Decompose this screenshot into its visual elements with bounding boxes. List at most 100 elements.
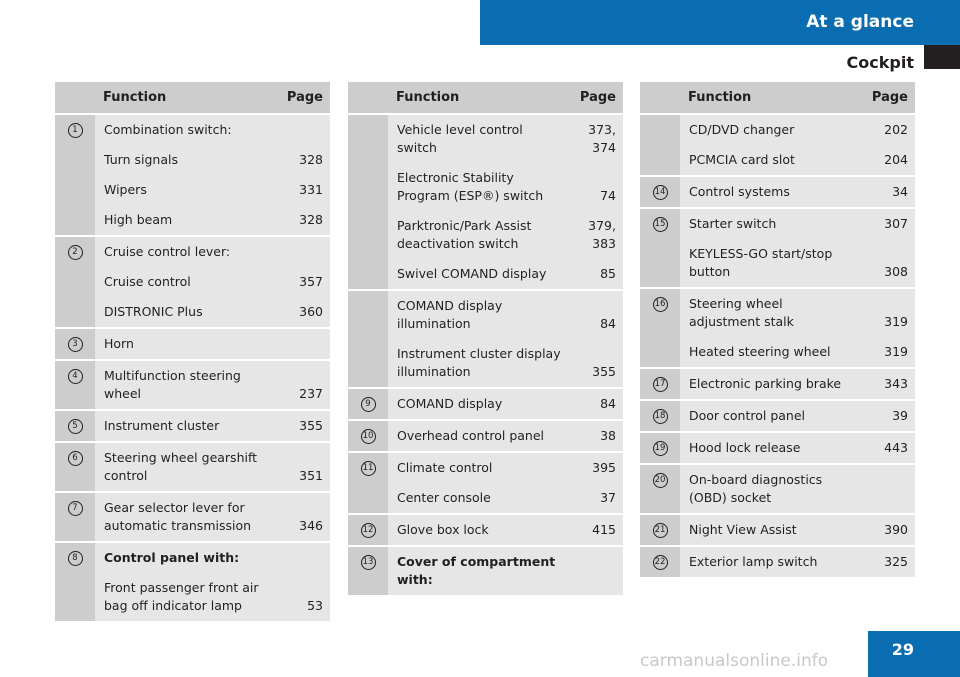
table-row: 17 Electronic parking brake 343 — [640, 367, 915, 400]
item-number-cell: 20 — [640, 463, 680, 514]
table-row: 3 Horn — [55, 327, 330, 360]
item-number-badge: 3 — [67, 337, 83, 352]
page-cell: 343 — [858, 367, 915, 400]
item-number-cell: 22 — [640, 545, 680, 577]
page-cell: 357 — [273, 267, 330, 297]
item-number-cell: 13 — [348, 545, 388, 595]
table-row: 4 Multifunction steering wheel 237 — [55, 359, 330, 410]
table-row: DISTRONIC Plus 360 — [55, 297, 330, 328]
item-number-cell: 17 — [640, 367, 680, 400]
function-cell: CD/DVD changer — [680, 113, 858, 145]
item-number-badge: 17 — [652, 377, 668, 392]
page-cell: 415 — [566, 513, 623, 546]
page-cell: 74 — [566, 163, 623, 211]
function-cell: On-board diagnostics (OBD) socket — [680, 463, 858, 514]
item-number-cell: 14 — [640, 175, 680, 208]
function-cell: Hood lock release — [680, 431, 858, 464]
page-cell: 237 — [273, 359, 330, 410]
page-cell — [273, 541, 330, 573]
function-cell: Wipers — [95, 175, 273, 205]
function-cell: Swivel COMAND display — [388, 259, 566, 290]
function-cell: Climate control — [388, 451, 566, 483]
table-row: PCMCIA card slot 204 — [640, 145, 915, 176]
function-cell: Electronic parking brake — [680, 367, 858, 400]
table-row: 22 Exterior lamp switch 325 — [640, 545, 915, 577]
item-number-cell: 2 — [55, 235, 95, 328]
item-number-badge: 6 — [67, 451, 83, 466]
item-number-cell: 18 — [640, 399, 680, 432]
item-number-badge: 15 — [652, 217, 668, 232]
number-header — [348, 82, 388, 114]
table-header: Function Page — [55, 82, 330, 114]
function-cell: Multifunction steering wheel — [95, 359, 273, 410]
function-cell: Starter switch — [680, 207, 858, 239]
function-cell: PCMCIA card slot — [680, 145, 858, 176]
item-number-cell — [348, 289, 388, 388]
table-row: Instrument cluster display illumination 3… — [348, 339, 623, 388]
table-row: 16 Steering wheel adjustment stalk 319 — [640, 287, 915, 368]
table-row: 12 Glove box lock 415 — [348, 513, 623, 546]
page-cell — [566, 545, 623, 595]
page-cell: 39 — [858, 399, 915, 432]
function-cell: Parktronic/Park Assist deactivation swit… — [388, 211, 566, 259]
function-cell: Cover of compartment with: — [388, 545, 566, 595]
item-number-cell: 21 — [640, 513, 680, 546]
page-cell: 308 — [858, 239, 915, 288]
item-number-badge: 13 — [360, 555, 376, 570]
page-cell: 204 — [858, 145, 915, 176]
function-cell: Instrument cluster display illumination — [388, 339, 566, 388]
function-cell: KEYLESS-GO start/stop button — [680, 239, 858, 288]
table-row: Swivel COMAND display 85 — [348, 259, 623, 290]
function-cell: Heated steering wheel — [680, 337, 858, 368]
item-number-badge: 18 — [652, 409, 668, 424]
function-cell: Steering wheel gearshift control — [95, 441, 273, 492]
table-row: Vehicle level control switch 373, 374 — [348, 113, 623, 290]
function-cell: Electronic Stability Program (ESP®) swit… — [388, 163, 566, 211]
item-number-cell: 7 — [55, 491, 95, 542]
function-header: Function — [680, 82, 858, 114]
page-cell: 319 — [858, 287, 915, 337]
table-row: CD/DVD changer 202 — [640, 113, 915, 176]
header-marker — [924, 45, 960, 69]
function-cell: High beam — [95, 205, 273, 236]
function-cell: Vehicle level control switch — [388, 113, 566, 163]
function-cell: Overhead control panel — [388, 419, 566, 452]
table-row: 9 COMAND display 84 — [348, 387, 623, 420]
function-cell: COMAND display — [388, 387, 566, 420]
page-cell: 325 — [858, 545, 915, 577]
section-title: At a glance — [806, 12, 914, 32]
header-bar — [480, 0, 960, 45]
function-cell: DISTRONIC Plus — [95, 297, 273, 328]
item-number-cell: 15 — [640, 207, 680, 288]
function-cell: Steering wheel adjustment stalk — [680, 287, 858, 337]
table-row: Front passenger front air bag off indica… — [55, 573, 330, 621]
item-number-cell — [348, 113, 388, 290]
table-row: 5 Instrument cluster 355 — [55, 409, 330, 442]
item-number-badge: 2 — [67, 245, 83, 260]
function-cell: Horn — [95, 327, 273, 360]
function-cell: Cruise control — [95, 267, 273, 297]
page-cell — [273, 327, 330, 360]
table-row: Heated steering wheel 319 — [640, 337, 915, 368]
page-cell: 390 — [858, 513, 915, 546]
watermark: carmanualsonline.info — [640, 651, 829, 671]
page-number: 29 — [891, 640, 914, 659]
page-cell: 331 — [273, 175, 330, 205]
item-number-badge: 9 — [360, 397, 376, 412]
page-cell — [858, 463, 915, 514]
function-cell: Front passenger front air bag off indica… — [95, 573, 273, 621]
function-cell: Exterior lamp switch — [680, 545, 858, 577]
page-number-box — [868, 631, 960, 677]
table-row: KEYLESS-GO start/stop button 308 — [640, 239, 915, 288]
page-cell: 351 — [273, 441, 330, 492]
page-cell: 84 — [566, 289, 623, 339]
function-cell: Turn signals — [95, 145, 273, 175]
page-cell: 395 — [566, 451, 623, 483]
page-cell: 34 — [858, 175, 915, 208]
page-cell: 373, 374 — [566, 113, 623, 163]
table-row: 19 Hood lock release 443 — [640, 431, 915, 464]
item-number-badge: 19 — [652, 441, 668, 456]
item-number-badge: 22 — [652, 555, 668, 570]
table-row: 20 On-board diagnostics (OBD) socket — [640, 463, 915, 514]
table-row: Wipers 331 — [55, 175, 330, 205]
